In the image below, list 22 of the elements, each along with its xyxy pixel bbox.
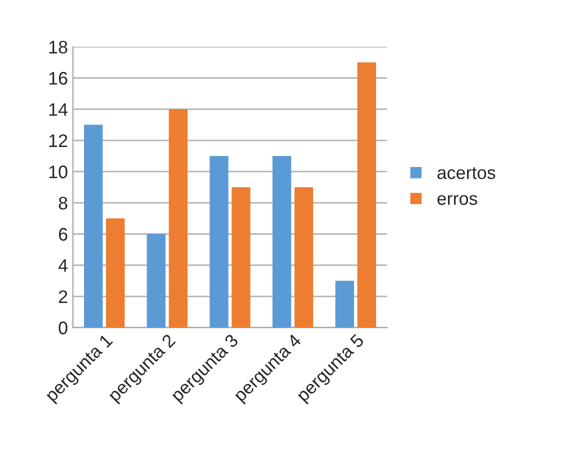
y-tick-label: 14 bbox=[49, 103, 68, 116]
y-tick-label: 2 bbox=[58, 290, 68, 303]
y-tick-label: 8 bbox=[58, 196, 68, 210]
bar bbox=[294, 187, 314, 328]
bar bbox=[84, 124, 103, 328]
y-tick-label: 16 bbox=[49, 72, 68, 85]
bar bbox=[357, 62, 376, 328]
bar bbox=[146, 234, 166, 328]
legend-label: acertos bbox=[437, 167, 496, 180]
bar bbox=[232, 187, 250, 328]
legend-label: erros bbox=[437, 195, 478, 205]
y-tick-label: 10 bbox=[49, 166, 68, 178]
y-tick-label: 18 bbox=[49, 40, 68, 54]
y-tick-label: 6 bbox=[58, 228, 68, 241]
bar bbox=[335, 280, 354, 328]
bar bbox=[106, 218, 125, 328]
bar bbox=[168, 109, 188, 328]
y-tick-label: 12 bbox=[49, 134, 68, 147]
y-tick-label: 4 bbox=[58, 259, 68, 272]
bar bbox=[210, 156, 228, 328]
bar bbox=[272, 156, 292, 328]
y-tick-label: 0 bbox=[58, 322, 68, 334]
